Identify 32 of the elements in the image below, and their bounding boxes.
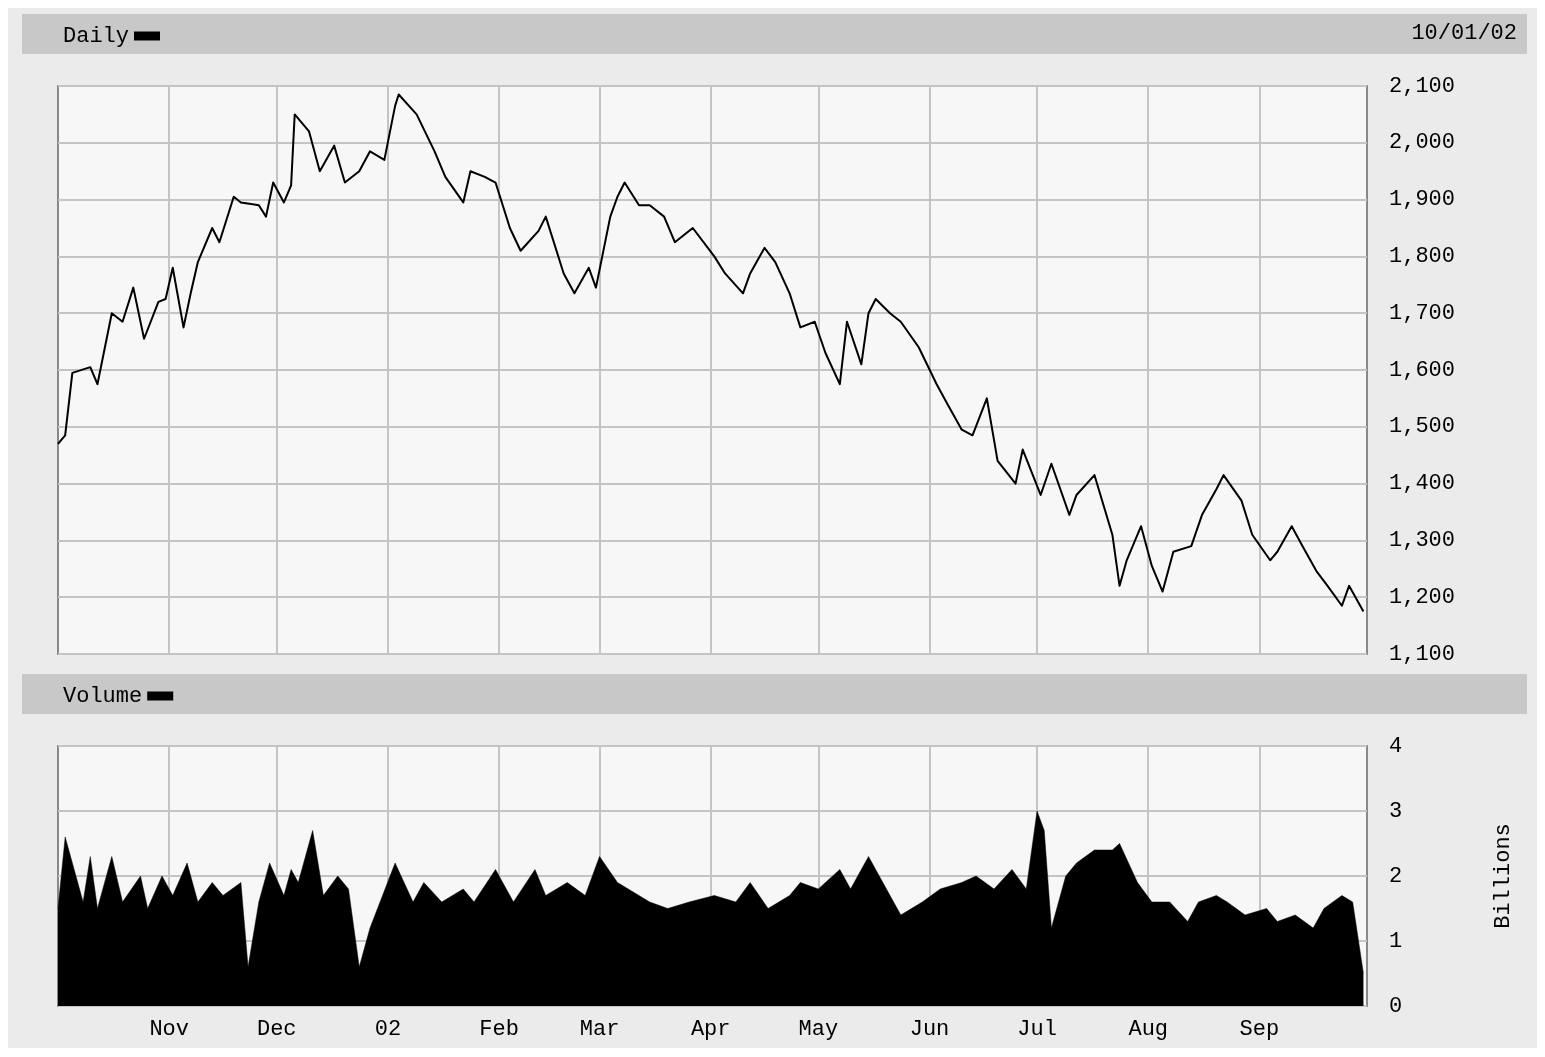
y-axis-title: Billions (1490, 823, 1516, 929)
y-tick-label: 1,500 (1389, 414, 1456, 440)
line-series (57, 93, 1365, 613)
x-tick-label: 02 (374, 1016, 402, 1042)
y-tick-label: 1,300 (1389, 527, 1456, 553)
x-tick-label: Aug (1128, 1016, 1169, 1042)
y-tick-label: 1,400 (1389, 471, 1456, 497)
x-tick-label: Feb (479, 1016, 519, 1042)
y-tick-label: 2,000 (1389, 130, 1456, 156)
y-tick-label: 2,100 (1389, 73, 1456, 99)
y-tick-label: 1,900 (1389, 187, 1456, 213)
y-tick-label: 4 (1389, 733, 1403, 759)
x-tick-label: Dec (256, 1016, 297, 1042)
y-tick-label: 1,800 (1389, 243, 1456, 269)
y-tick-label: 1 (1389, 928, 1403, 954)
y-tick-label: 2 (1389, 863, 1403, 889)
text: 10/01/02 (1411, 20, 1518, 46)
y-tick-label: 1,200 (1389, 584, 1456, 610)
y-tick-label: 0 (1389, 993, 1403, 1019)
x-tick-label: Jul (1017, 1016, 1057, 1042)
legend-label: Volume (62, 683, 143, 709)
x-tick-label: Jun (909, 1016, 950, 1042)
y-tick-label: 1,700 (1389, 300, 1456, 326)
y-tick-label: 3 (1389, 798, 1403, 824)
x-tick-label: Nov (149, 1016, 189, 1042)
x-tick-label: Sep (1239, 1016, 1280, 1042)
y-tick-label: 1,100 (1389, 641, 1456, 667)
legend-label: Daily (63, 23, 130, 49)
x-tick-label: Mar (579, 1016, 620, 1042)
y-tick-label: 1,600 (1389, 357, 1456, 383)
x-tick-label: May (798, 1016, 839, 1042)
x-tick-label: Apr (690, 1016, 731, 1042)
